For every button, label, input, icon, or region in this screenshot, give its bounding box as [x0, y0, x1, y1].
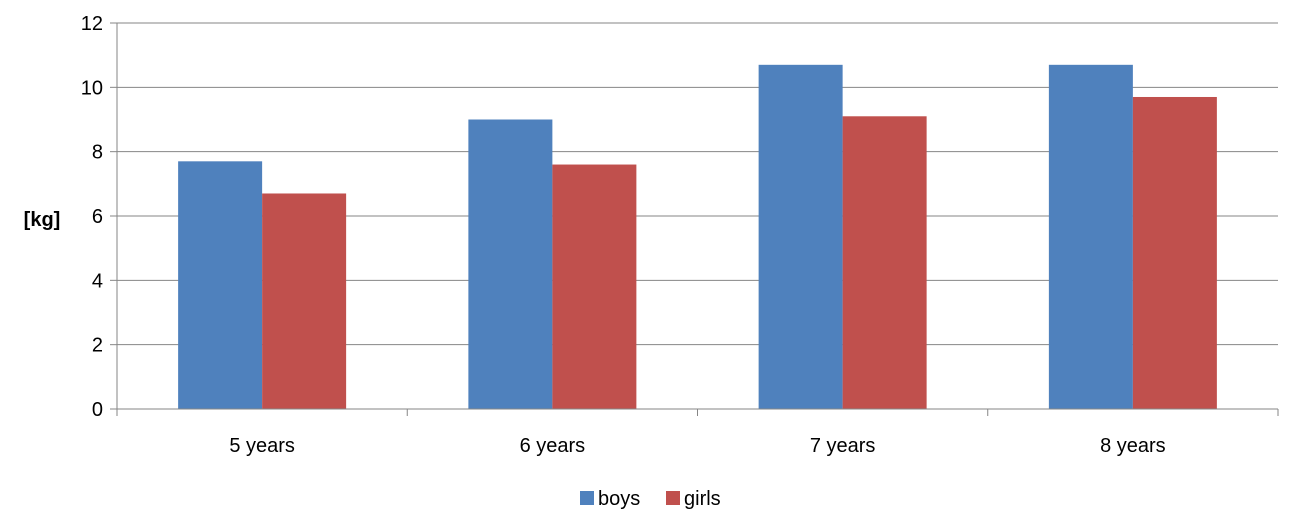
bar-boys-1 [178, 161, 263, 409]
y-tick-label: 0 [92, 399, 103, 421]
y-tick-label: 4 [92, 270, 103, 292]
bars [178, 64, 1217, 410]
x-category-label: 8 years [1100, 435, 1166, 457]
y-tick-label: 12 [81, 13, 103, 35]
y-tick-label: 10 [81, 77, 103, 99]
legend-label-boys: boys [598, 488, 640, 510]
bar-girls-4 [1132, 96, 1217, 409]
bar-girls-2 [552, 164, 637, 409]
y-tick-label: 2 [92, 335, 103, 357]
axes [110, 22, 1279, 416]
x-category-label: 5 years [229, 435, 295, 457]
legend-swatch-girls [666, 491, 680, 505]
bar-boys-2 [468, 119, 553, 409]
legend-swatch-boys [580, 491, 594, 505]
bar-girls-1 [262, 193, 347, 409]
legend: boys girls [580, 488, 721, 510]
x-category-label: 7 years [810, 435, 876, 457]
axis-labels: [kg] 0 2 4 6 8 10 12 5 years 6 years 7 years 8 yea… [24, 13, 1166, 457]
legend-label-girls: girls [684, 488, 721, 510]
y-axis-title: [kg] [24, 209, 61, 231]
y-tick-label: 6 [92, 206, 103, 228]
x-category-label: 6 years [520, 435, 586, 457]
bar-girls-3 [842, 116, 927, 410]
y-tick-label: 8 [92, 142, 103, 164]
bar-boys-4 [1048, 64, 1133, 410]
bar-boys-3 [758, 64, 843, 410]
